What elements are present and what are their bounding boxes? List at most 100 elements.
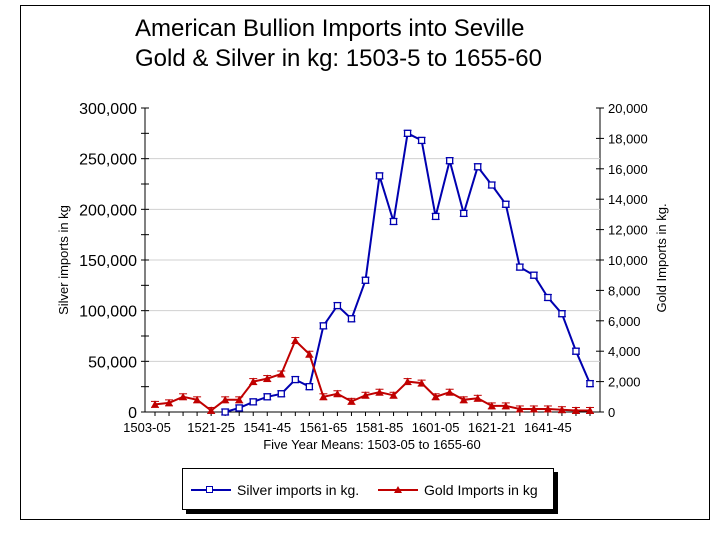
data-point-silver (558, 310, 566, 318)
left-axis-tick-label: 50,000 (88, 354, 137, 371)
right-axis-tick-label: 16,000 (608, 162, 648, 177)
data-point-gold (193, 395, 201, 403)
y-axis-left-title: Silver imports in kg (56, 205, 71, 315)
data-point-silver (305, 383, 314, 391)
series-line-gold (154, 338, 590, 412)
data-point-silver (221, 408, 229, 416)
right-axis-tick-label: 14,000 (608, 192, 648, 207)
data-point-gold (361, 391, 370, 399)
x-axis-tick-label: 1521-25 (187, 420, 235, 435)
data-point-gold (403, 377, 412, 385)
data-point-gold (319, 392, 328, 400)
data-point-gold (389, 391, 398, 399)
data-point-silver (502, 200, 510, 208)
chart-frame (20, 5, 710, 520)
legend-item-silver: Silver imports in kg. (191, 482, 359, 498)
data-point-gold (165, 398, 173, 406)
left-axis-tick-label: 100,000 (79, 304, 137, 321)
data-point-silver (263, 393, 271, 401)
left-axis-tick-label: 200,000 (79, 202, 137, 219)
data-point-silver (277, 390, 285, 398)
right-axis-tick-label: 4,000 (608, 344, 641, 359)
data-point-silver (389, 217, 398, 226)
data-point-gold (501, 401, 510, 409)
legend-label-silver: Silver imports in kg. (237, 482, 360, 498)
x-axis-title: Five Year Means: 1503-05 to 1655-60 (263, 437, 481, 452)
right-axis-tick-label: 8,000 (608, 283, 641, 298)
data-point-gold (544, 404, 552, 412)
y-axis-right-title: Gold Imports in kg. (654, 203, 669, 312)
data-point-gold (305, 350, 314, 358)
right-axis-tick-label: 0 (608, 405, 615, 420)
right-axis-tick-label: 6,000 (608, 314, 641, 329)
data-point-silver (488, 181, 496, 189)
left-axis-tick-label: 300,000 (79, 101, 137, 118)
data-point-silver (235, 404, 243, 412)
data-point-gold (558, 405, 566, 413)
right-axis-tick-label: 18,000 (608, 131, 648, 146)
left-axis-tick-label: 150,000 (79, 253, 137, 270)
left-axis-tick-label: 250,000 (79, 152, 137, 169)
x-axis-tick-label: 1621-21 (468, 420, 516, 435)
data-point-gold (151, 400, 159, 408)
legend-swatch-gold (378, 483, 418, 497)
x-axis-tick-label: 1503-05 (123, 420, 171, 435)
data-point-gold (417, 379, 426, 387)
right-axis-tick-label: 10,000 (608, 253, 648, 268)
right-axis-tick-label: 20,000 (608, 101, 648, 116)
data-point-gold (473, 394, 482, 402)
data-point-gold (347, 397, 356, 405)
data-point-gold (235, 395, 244, 403)
data-point-silver (347, 315, 356, 323)
data-point-gold (375, 388, 384, 396)
chart-subtitle: Gold & Silver in kg: 1503-5 to 1655-60 (135, 45, 542, 72)
legend-swatch-silver (191, 483, 231, 497)
data-point-silver (249, 398, 257, 406)
data-point-silver (544, 293, 552, 302)
x-axis-tick-label: 1641-45 (524, 420, 572, 435)
data-point-gold (586, 406, 594, 414)
data-point-gold (179, 392, 187, 400)
data-point-silver (516, 263, 524, 271)
data-point-silver (291, 375, 299, 384)
data-point-silver (572, 347, 580, 355)
data-point-gold (530, 404, 538, 412)
x-axis-tick-label: 1561-65 (300, 420, 348, 435)
legend-item-gold: Gold Imports in kg (378, 482, 538, 498)
left-axis-tick-label: 0 (128, 405, 137, 422)
data-point-gold (207, 406, 215, 414)
data-point-silver (403, 129, 412, 137)
data-point-gold (291, 336, 300, 344)
data-point-gold (221, 395, 230, 403)
right-axis-tick-label: 2,000 (608, 375, 641, 390)
data-point-silver (586, 379, 594, 388)
chart-title: American Bullion Imports into Seville (135, 15, 525, 42)
data-point-gold (459, 395, 468, 403)
chart-legend: Silver imports in kg. Gold Imports in kg (182, 468, 554, 510)
data-point-silver (319, 322, 328, 330)
data-point-gold (487, 401, 496, 409)
data-point-silver (460, 209, 468, 218)
legend-label-gold: Gold Imports in kg (424, 482, 538, 498)
data-point-silver (431, 212, 440, 221)
data-point-gold (431, 392, 440, 400)
data-point-silver (361, 276, 370, 284)
right-axis-tick-label: 12,000 (608, 223, 648, 238)
data-point-gold (333, 389, 342, 397)
x-axis-tick-label: 1541-45 (243, 420, 291, 435)
data-point-silver (474, 163, 482, 171)
data-point-gold (277, 369, 286, 377)
data-point-gold (572, 406, 580, 414)
data-point-silver (375, 172, 384, 180)
x-axis-tick-label: 1581-85 (356, 420, 404, 435)
data-point-silver (530, 271, 538, 279)
data-point-gold (263, 374, 272, 382)
data-point-silver (446, 157, 454, 165)
data-point-gold (445, 388, 454, 396)
x-axis-tick-label: 1601-05 (412, 420, 460, 435)
data-point-silver (333, 301, 342, 310)
data-point-gold (515, 404, 524, 412)
data-point-gold (249, 377, 258, 385)
data-point-silver (417, 136, 426, 145)
